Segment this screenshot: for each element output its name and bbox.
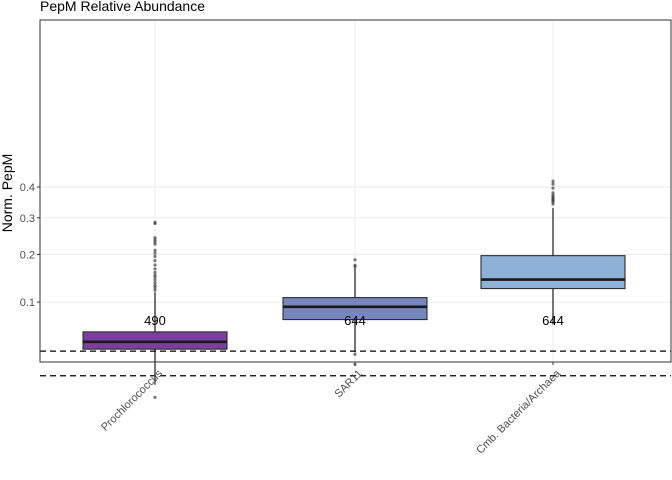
- outlier-point: [153, 273, 157, 277]
- box-body: [282, 297, 428, 321]
- outlier-point: [153, 281, 157, 285]
- outlier-point: [551, 179, 555, 183]
- x-tick-label: Prochlorococcus: [99, 367, 165, 433]
- outlier-point: [153, 259, 157, 263]
- outlier-point: [153, 288, 157, 292]
- x-tick-label: Cmb. Bacteria/Archaea: [474, 367, 564, 457]
- outlier-point: [353, 263, 357, 267]
- box-2: [480, 179, 626, 325]
- x-tick-label: SAR11: [333, 368, 366, 401]
- outlier-point: [353, 258, 357, 262]
- box-body: [480, 255, 626, 290]
- count-label: 490: [144, 313, 166, 328]
- grid: [40, 20, 671, 362]
- outlier-point: [153, 283, 157, 288]
- y-tick-label: 0.3: [20, 213, 35, 225]
- y-tick-label: 0.4: [20, 182, 35, 194]
- outlier-point: [153, 220, 157, 224]
- outlier-point: [153, 270, 157, 275]
- outlier-point: [551, 186, 555, 190]
- outlier-point: [551, 193, 555, 197]
- outlier-point: [551, 191, 555, 195]
- outlier-point: [353, 352, 357, 356]
- boxes: [82, 179, 626, 399]
- outlier-point: [153, 248, 157, 253]
- outlier-point: [153, 242, 157, 246]
- outlier-point: [153, 254, 157, 259]
- box-0: [82, 220, 228, 399]
- outlier-point: [153, 278, 157, 282]
- y-axis-label: Norm. PepM: [0, 154, 15, 233]
- outlier-point: [153, 263, 157, 267]
- count-labels: 490 644 644: [144, 313, 564, 328]
- count-label: 644: [344, 313, 366, 328]
- outlier-point: [153, 395, 157, 399]
- chart-title: PepM Relative Abundance: [40, 0, 205, 14]
- outlier-point: [153, 236, 157, 240]
- y-tick-label: 0.2: [20, 249, 35, 261]
- count-label: 644: [542, 313, 564, 328]
- outlier-point: [551, 182, 555, 186]
- y-tick-label: 0.1: [20, 297, 35, 309]
- outlier-point: [153, 267, 157, 271]
- y-axis-ticks: 0.1 0.2 0.3 0.4: [20, 182, 40, 309]
- outlier-point: [153, 251, 157, 255]
- box-1: [282, 258, 428, 367]
- outlier-point: [153, 238, 157, 242]
